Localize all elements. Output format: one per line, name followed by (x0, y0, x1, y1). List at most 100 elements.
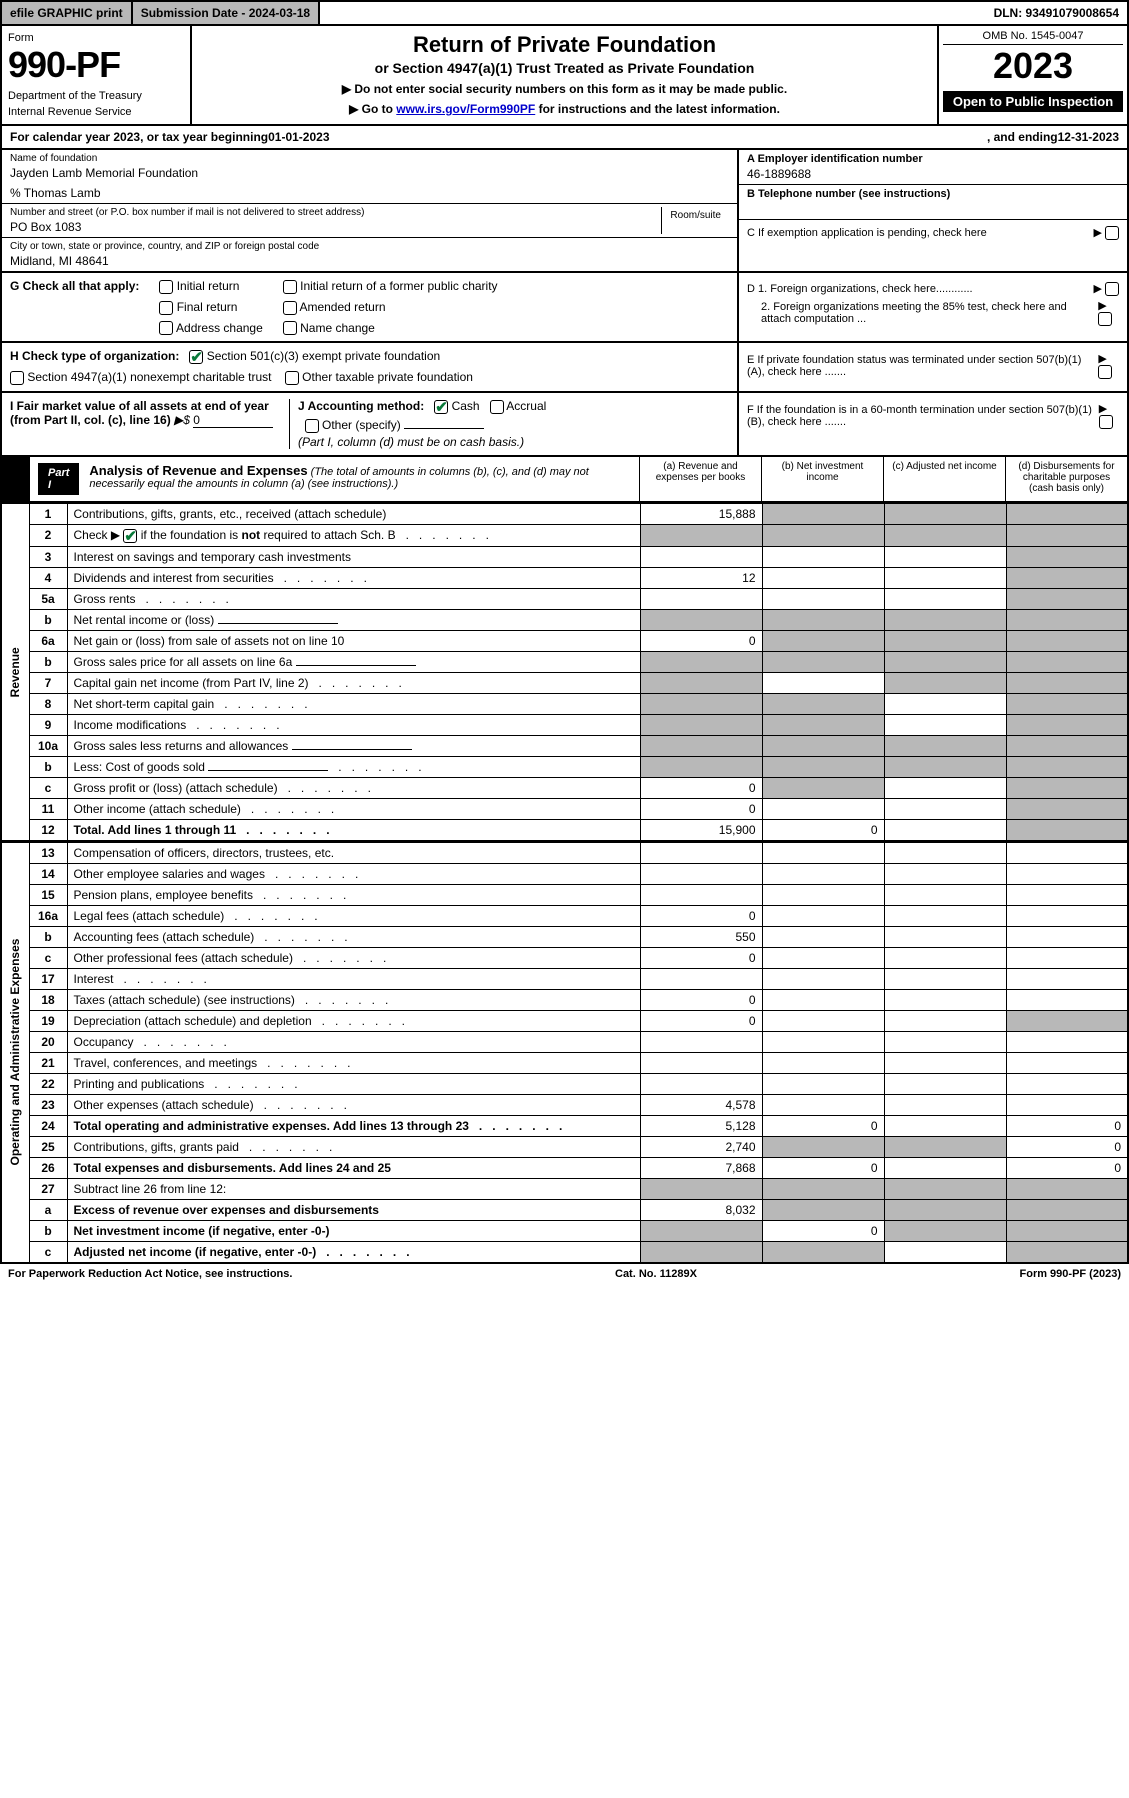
table-row: 5aGross rents . . . . . . . (1, 588, 1128, 609)
initial-return-checkbox[interactable] (159, 280, 173, 294)
submission-date: Submission Date - 2024-03-18 (133, 2, 320, 24)
table-row: 9Income modifications . . . . . . . (1, 714, 1128, 735)
footer-right: Form 990-PF (2023) (1020, 1268, 1121, 1280)
addr-label: Number and street (or P.O. box number if… (10, 207, 661, 218)
cell-shaded (640, 672, 762, 693)
amended-return-checkbox[interactable] (283, 301, 297, 315)
cell-value: 12 (640, 567, 762, 588)
table-row: 6aNet gain or (loss) from sale of assets… (1, 630, 1128, 651)
care-of: % Thomas Lamb (10, 186, 729, 200)
cell-value: 0 (762, 819, 884, 841)
c-checkbox[interactable] (1105, 226, 1119, 240)
cell-value (884, 1115, 1006, 1136)
row-number: 22 (29, 1073, 67, 1094)
table-row: Revenue1Contributions, gifts, grants, et… (1, 503, 1128, 524)
part1-label: Part I (38, 463, 79, 495)
row-number: 7 (29, 672, 67, 693)
table-row: 25Contributions, gifts, grants paid . . … (1, 1136, 1128, 1157)
revenue-table: Revenue1Contributions, gifts, grants, et… (0, 503, 1129, 842)
row-number: 12 (29, 819, 67, 841)
row-number: 21 (29, 1052, 67, 1073)
row-label: Adjusted net income (if negative, enter … (67, 1241, 640, 1263)
cell-shaded (1006, 756, 1128, 777)
name-label: Name of foundation (10, 153, 729, 164)
foundation-info: Name of foundation Jayden Lamb Memorial … (0, 150, 1129, 273)
cell-shaded (1006, 714, 1128, 735)
row-label: Pension plans, employee benefits . . . .… (67, 884, 640, 905)
row-label: Check ▶ if the foundation is not require… (67, 524, 640, 546)
row-label: Gross profit or (loss) (attach schedule)… (67, 777, 640, 798)
sec4947-label: Section 4947(a)(1) nonexempt charitable … (27, 370, 271, 384)
d2-label: 2. Foreign organizations meeting the 85%… (747, 301, 1098, 325)
final-return-checkbox[interactable] (159, 301, 173, 315)
row-number: 13 (29, 842, 67, 863)
cell-value (762, 989, 884, 1010)
cell-shaded (762, 777, 884, 798)
col-a-head: (a) Revenue and expenses per books (639, 457, 761, 501)
cell-shaded (640, 609, 762, 630)
cell-value (884, 588, 1006, 609)
row-number: c (29, 777, 67, 798)
cash-checkbox[interactable] (434, 400, 448, 414)
cell-value (1006, 884, 1128, 905)
other-method-checkbox[interactable] (305, 419, 319, 433)
cell-shaded (762, 735, 884, 756)
instr-1: ▶ Do not enter social security numbers o… (202, 82, 927, 96)
schb-checkbox[interactable] (123, 529, 137, 543)
row-number: b (29, 1220, 67, 1241)
row-label: Net rental income or (loss) (67, 609, 640, 630)
sec4947-checkbox[interactable] (10, 371, 24, 385)
cell-value (884, 905, 1006, 926)
cell-shaded (762, 714, 884, 735)
row-label: Total operating and administrative expen… (67, 1115, 640, 1136)
addr-row: Number and street (or P.O. box number if… (2, 204, 737, 238)
instr-2-prefix: ▶ Go to (349, 102, 396, 116)
cell-value (884, 798, 1006, 819)
initial-former-checkbox[interactable] (283, 280, 297, 294)
cell-shaded (762, 651, 884, 672)
cell-shaded (762, 693, 884, 714)
page-footer: For Paperwork Reduction Act Notice, see … (0, 1264, 1129, 1284)
foundation-name: Jayden Lamb Memorial Foundation (10, 166, 729, 180)
sec501-checkbox[interactable] (189, 350, 203, 364)
row-label: Taxes (attach schedule) (see instruction… (67, 989, 640, 1010)
row-label: Subtract line 26 from line 12: (67, 1178, 640, 1199)
cell-value (762, 1052, 884, 1073)
name-change-checkbox[interactable] (283, 321, 297, 335)
table-row: 24Total operating and administrative exp… (1, 1115, 1128, 1136)
cell-value (762, 947, 884, 968)
row-label: Interest . . . . . . . (67, 968, 640, 989)
other-tax-checkbox[interactable] (285, 371, 299, 385)
d1-checkbox[interactable] (1105, 282, 1119, 296)
row-number: b (29, 756, 67, 777)
cell-value: 0 (640, 777, 762, 798)
cell-value (884, 947, 1006, 968)
j-label: J Accounting method: (298, 399, 424, 413)
info-right: A Employer identification number 46-1889… (737, 150, 1127, 271)
i-j-left: I Fair market value of all assets at end… (2, 393, 737, 455)
e-label: E If private foundation status was termi… (747, 354, 1098, 378)
instr-2: ▶ Go to www.irs.gov/Form990PF for instru… (202, 102, 927, 116)
cell-value: 0 (640, 989, 762, 1010)
row-number: c (29, 947, 67, 968)
e-checkbox[interactable] (1098, 365, 1112, 379)
row-number: 20 (29, 1031, 67, 1052)
address-change-checkbox[interactable] (159, 321, 173, 335)
table-row: Operating and Administrative Expenses13C… (1, 842, 1128, 863)
table-row: bGross sales price for all assets on lin… (1, 651, 1128, 672)
row-label: Gross sales price for all assets on line… (67, 651, 640, 672)
d2-checkbox[interactable] (1098, 312, 1112, 326)
part1-header-row: Part I Analysis of Revenue and Expenses … (0, 457, 1129, 503)
cell-shaded (1006, 609, 1128, 630)
irs-link[interactable]: www.irs.gov/Form990PF (396, 102, 535, 116)
accrual-checkbox[interactable] (490, 400, 504, 414)
cell-value: 0 (640, 798, 762, 819)
cell-value (762, 968, 884, 989)
table-row: 20Occupancy . . . . . . . (1, 1031, 1128, 1052)
cell-shaded (1006, 1241, 1128, 1263)
cell-value (762, 567, 884, 588)
cell-value (884, 1031, 1006, 1052)
f-checkbox[interactable] (1099, 415, 1113, 429)
row-label: Other professional fees (attach schedule… (67, 947, 640, 968)
row-label: Other expenses (attach schedule) . . . .… (67, 1094, 640, 1115)
